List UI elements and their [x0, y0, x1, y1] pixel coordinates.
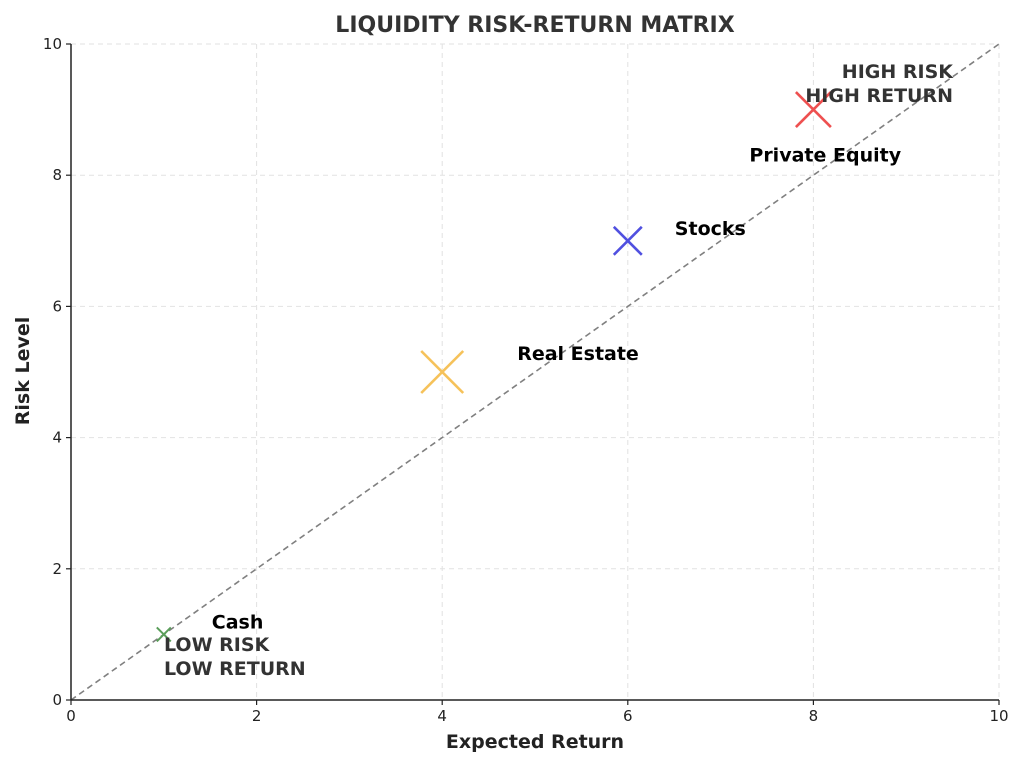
point-label: Real Estate — [517, 343, 639, 365]
x-tick-label: 2 — [252, 707, 262, 725]
point-marker — [156, 626, 172, 643]
x-tick-label: 8 — [809, 707, 819, 725]
tick-labels: 0 2 4 6 8 10 0 2 4 6 8 10 — [43, 35, 1009, 725]
chart-title: LIQUIDITY RISK-RETURN MATRIX — [335, 13, 734, 38]
x-tick-label: 4 — [437, 707, 447, 725]
x-axis-label: Expected Return — [446, 731, 624, 753]
annotation-text: LOW RISK — [164, 634, 271, 656]
y-tick-label: 8 — [52, 166, 62, 184]
y-tick-label: 6 — [52, 297, 62, 315]
point-marker — [794, 91, 832, 129]
x-tick-label: 10 — [989, 707, 1008, 725]
data-points — [156, 91, 832, 643]
reference-line — [70, 43, 1000, 701]
y-tick-label: 10 — [43, 35, 62, 53]
annotation-text: HIGH RETURN — [805, 85, 953, 107]
point-marker — [612, 225, 643, 256]
point-marker — [420, 350, 465, 394]
annotation-text: HIGH RISK — [842, 61, 954, 83]
point-label: Stocks — [675, 218, 746, 240]
annotation-text: LOW RETURN — [164, 658, 306, 680]
y-tick-label: 4 — [52, 429, 62, 447]
x-tick-label: 6 — [623, 707, 633, 725]
reference-line-group — [70, 43, 1000, 701]
point-labels: Cash Real Estate Stocks Private Equity — [212, 145, 902, 634]
point-label: Private Equity — [749, 145, 901, 167]
point-label: Cash — [212, 611, 264, 633]
axes — [70, 44, 999, 701]
y-tick-label: 0 — [52, 691, 62, 709]
y-axis-label: Risk Level — [12, 317, 34, 425]
x-tick-label: 0 — [66, 707, 76, 725]
y-tick-label: 2 — [52, 560, 62, 578]
